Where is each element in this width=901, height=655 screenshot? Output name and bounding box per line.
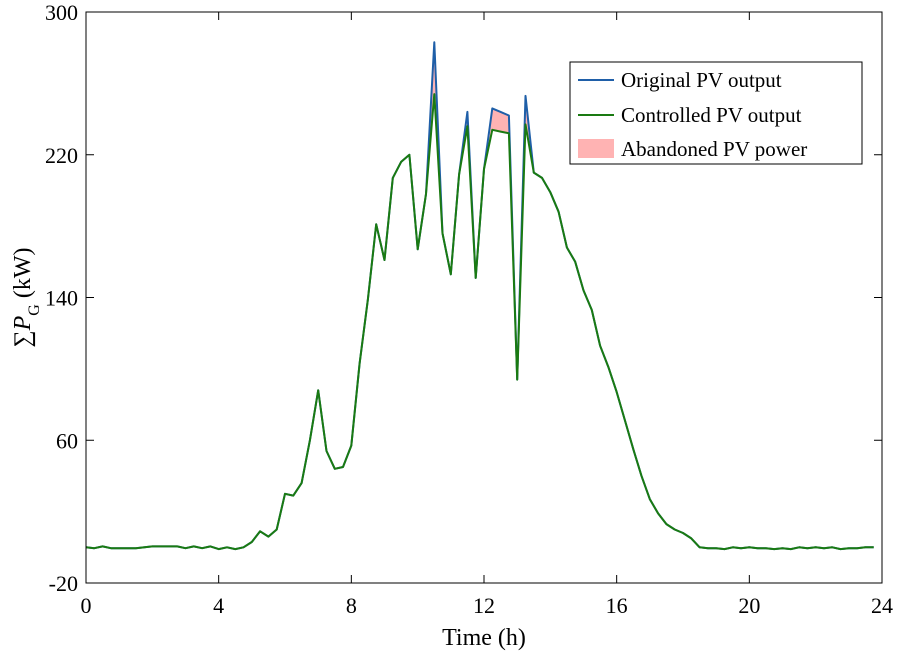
y-tick-label: 60 bbox=[56, 428, 78, 453]
legend-box bbox=[569, 61, 863, 165]
y-tick-label: 140 bbox=[45, 286, 78, 311]
legend-label-abandoned: Abandoned PV power bbox=[621, 137, 807, 161]
x-tick-label: 20 bbox=[738, 593, 760, 618]
y-tick-label: 300 bbox=[45, 0, 78, 25]
legend: Original PV output Controlled PV output … bbox=[569, 61, 863, 165]
y-tick-label: -20 bbox=[49, 571, 78, 596]
x-tick-label: 8 bbox=[346, 593, 357, 618]
x-axis-title: Time (h) bbox=[442, 625, 526, 651]
x-tick-label: 12 bbox=[473, 593, 495, 618]
x-tick-label: 24 bbox=[871, 593, 893, 618]
x-tick-label: 4 bbox=[213, 593, 224, 618]
series-lines-layer bbox=[85, 41, 874, 551]
axis-ticks-layer: 0 4 8 12 16 20 24 -20 60 140 220 300 bbox=[45, 0, 893, 618]
legend-label-original: Original PV output bbox=[621, 68, 782, 92]
controlled-pv-output-line bbox=[85, 93, 874, 551]
x-tick-label: 16 bbox=[606, 593, 628, 618]
y-tick-label: 220 bbox=[45, 143, 78, 168]
x-tick-label: 0 bbox=[81, 593, 92, 618]
y-axis-title: ∑PG (kW) bbox=[10, 248, 43, 348]
y-axis-variable: P bbox=[10, 315, 36, 331]
y-axis-unit: (kW) bbox=[10, 248, 36, 305]
y-axis-subscript: G bbox=[26, 304, 43, 316]
y-axis-sigma: ∑ bbox=[10, 330, 36, 347]
legend-label-controlled: Controlled PV output bbox=[621, 103, 802, 127]
legend-swatch-abandoned-patch bbox=[578, 139, 614, 158]
